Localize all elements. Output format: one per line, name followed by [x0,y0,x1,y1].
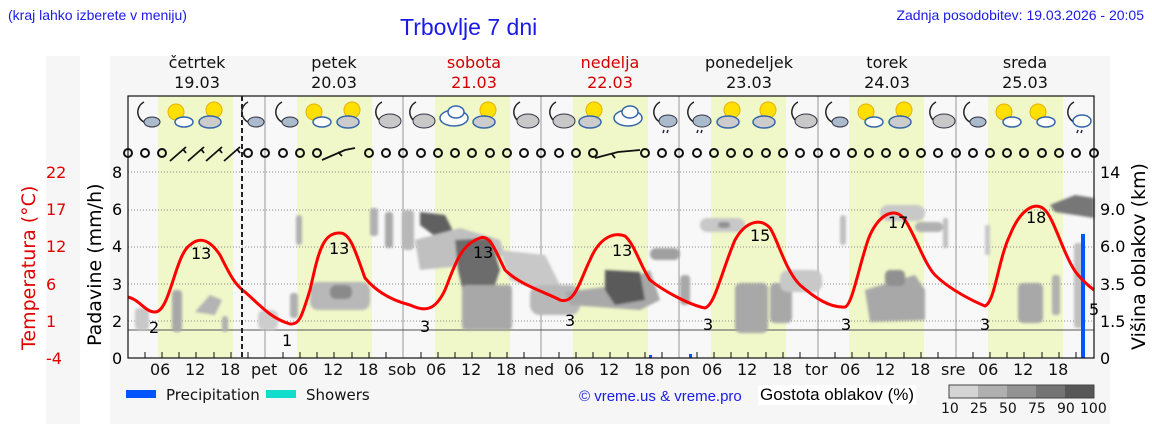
min-temp-label: 3 [703,315,714,334]
precip-tick: 0 [112,349,123,368]
min-temp-label: 3 [980,315,991,334]
temp-tick: 22 [46,163,67,182]
cloud-density-label: Gostota oblakov (%) [758,385,917,405]
x-tick-label: 18 [358,360,379,379]
precipitation-swatch [126,390,156,398]
precip-tick: 4 [112,237,123,256]
precipitation-legend-label: Precipitation [166,386,260,404]
x-tick-label: 12 [1013,360,1034,379]
wind-barbs [169,146,641,162]
cloud-density-scale-bar [948,384,1095,399]
temp-tick: 12 [46,237,67,256]
precip-tick: 3 [112,275,123,294]
temp-tick: 6 [46,275,57,294]
x-tick-label: pet [251,360,278,379]
cloud-height-tick: 3.5 [1100,275,1126,294]
max-temp-label: 13 [191,244,212,263]
cloud-height-tick: 0 [1100,349,1111,368]
max-temp-label: 18 [1026,208,1047,227]
precipitation-bars [649,234,1085,358]
scale-tick: 50 [999,401,1017,417]
location-menu-hint: (kraj lahko izberete v meniju) [8,7,187,23]
temperature-axis-panel [46,56,80,424]
x-tick-label: 12 [461,360,482,379]
x-tick-label: 12 [599,360,620,379]
precip-tick: 6 [112,200,123,219]
day-header-wednesday: sreda 25.03 [1002,53,1048,92]
max-temp-label: 13 [329,239,350,258]
x-tick-label: 06 [702,360,723,379]
x-tick-label: 18 [910,360,931,379]
max-temp-label: 13 [612,241,633,260]
temperature-line [127,204,1095,326]
day-header-friday: petek 20.03 [311,53,357,92]
scale-tick: 90 [1057,401,1075,417]
wind-indicators [123,148,1099,158]
day-header-tuesday: torek 24.03 [864,53,910,92]
x-tick-label: 12 [875,360,896,379]
daytime-bands [158,96,1063,358]
temperature-axis-title: Temperatura (°C) [18,185,40,350]
precip-tick: 2 [112,312,123,331]
x-tick-label: 06 [978,360,999,379]
temp-tick: 1 [46,312,57,331]
x-tick-label: 12 [737,360,758,379]
x-tick-label: 06 [840,360,861,379]
x-tick-label: 06 [288,360,309,379]
showers-legend-label: Showers [306,386,370,404]
weather-icons [137,101,1092,134]
max-temp-label: 15 [750,226,771,245]
cloud-height-tick: 1.5 [1100,312,1126,331]
scale-tick: 10 [941,401,959,417]
cloud-height-tick: 14 [1100,163,1121,182]
x-tick-label: sre [941,360,966,379]
x-tick-label: 12 [185,360,206,379]
copyright-link[interactable]: © vreme.us & vreme.pro [579,388,742,405]
x-tick-label: pon [660,360,691,379]
x-tick-label: 18 [634,360,655,379]
x-tick-label: 06 [150,360,171,379]
page-title: Trbovlje 7 dni [400,14,538,40]
x-tick-label: 18 [772,360,793,379]
day-header-monday: ponedeljek 23.03 [705,53,793,92]
x-tick-label: ned [524,360,555,379]
temp-tick: 17 [46,200,67,219]
scale-tick: 75 [1028,401,1046,417]
min-temp-label: 3 [841,315,852,334]
day-header-saturday: sobota 21.03 [446,53,502,92]
x-tick-label: 06 [426,360,447,379]
min-temp-label: 1 [282,331,293,350]
max-temp-label: 17 [888,213,909,232]
x-tick-label: 18 [1048,360,1069,379]
min-temp-label: 2 [149,318,160,337]
precip-tick: 8 [112,163,123,182]
cloud-height-tick: 6.0 [1100,237,1126,256]
x-tick-label: 18 [496,360,517,379]
min-temp-label: 3 [565,311,576,330]
cloud-height-tick: 9.0 [1100,200,1126,219]
precipitation-axis-title: Padavine (mm/h) [84,183,106,346]
day-header-thursday: četrtek 19.03 [168,53,226,92]
day-header-sunday: nedelja 22.03 [580,53,640,92]
last-update-timestamp: Zadnja posodobitev: 19.03.2026 - 20:05 [896,7,1144,23]
scale-tick: 100 [1080,401,1107,417]
x-tick-label: 12 [323,360,344,379]
temp-tick: -4 [46,349,62,368]
x-tick-label: 06 [564,360,585,379]
min-temp-label: 3 [420,317,431,336]
showers-swatch [266,390,296,398]
x-tick-label: 18 [220,360,241,379]
precip-value-label: 5 [1089,300,1100,319]
scale-tick: 25 [970,401,988,417]
cloud-height-axis-title: Višina oblakov (km) [1128,163,1150,350]
max-temp-label: 13 [473,243,494,262]
x-tick-label: tor [805,360,828,379]
x-tick-label: sob [388,360,417,379]
